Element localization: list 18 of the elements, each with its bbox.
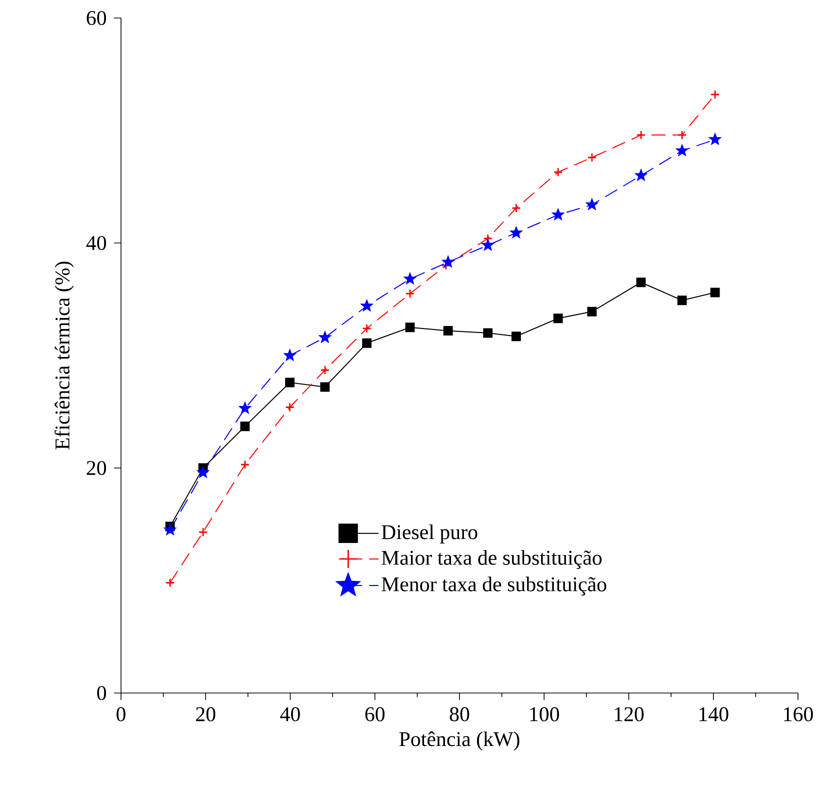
y-tick-label: 0 bbox=[97, 686, 106, 700]
x-tick-label: 40 bbox=[280, 707, 300, 722]
x-tick-label: 80 bbox=[450, 707, 470, 722]
x-tick-label: 20 bbox=[196, 707, 216, 722]
x-tick-label: 0 bbox=[116, 707, 126, 722]
x-axis-title: Potência (kW) bbox=[399, 731, 520, 750]
x-tick-label: 100 bbox=[530, 707, 560, 722]
y-tick-label: 40 bbox=[86, 236, 106, 250]
y-tick-label: 20 bbox=[86, 460, 106, 476]
x-tick-label: 160 bbox=[784, 707, 813, 722]
legend-label: Menor taxa de substituição bbox=[382, 576, 606, 596]
x-tick-label: 140 bbox=[700, 707, 728, 722]
x-tick-label: 60 bbox=[365, 707, 385, 722]
legend-label: Diesel puro bbox=[382, 524, 478, 544]
y-tick-label: 60 bbox=[86, 10, 106, 26]
y-axis-title: Eficiência térmica (%) bbox=[54, 262, 74, 450]
legend-label: Maior taxa de substituição bbox=[382, 550, 602, 570]
x-tick-label: 120 bbox=[614, 707, 644, 722]
